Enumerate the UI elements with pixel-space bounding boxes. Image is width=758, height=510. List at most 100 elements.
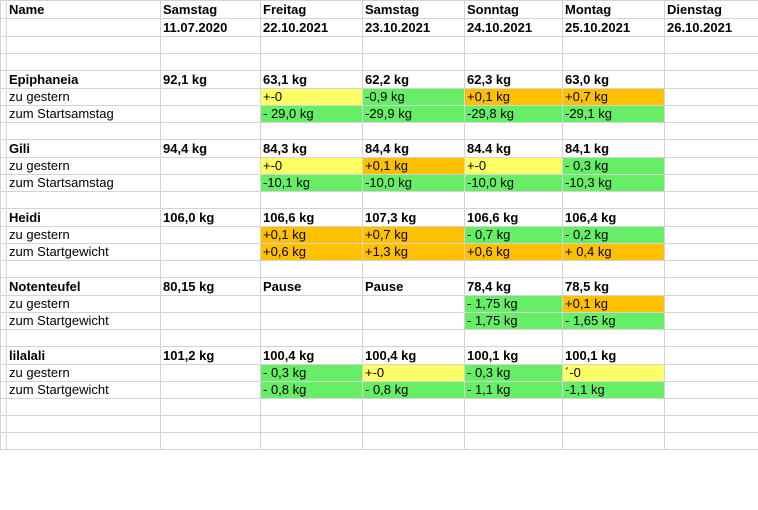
empty-cell[interactable] <box>664 191 758 209</box>
empty-cell[interactable] <box>664 53 758 71</box>
empty-cell[interactable] <box>664 398 758 416</box>
row-label-cell[interactable]: zu gestern <box>6 88 161 106</box>
empty-cell[interactable] <box>362 398 465 416</box>
empty-cell[interactable] <box>260 191 363 209</box>
total-cell[interactable]: - 1,75 kg <box>464 312 563 330</box>
empty-cell[interactable] <box>464 36 563 54</box>
total-cell[interactable]: +0,6 kg <box>260 243 363 261</box>
row-label-cell[interactable]: zu gestern <box>6 157 161 175</box>
empty-cell[interactable] <box>562 122 665 140</box>
total-cell[interactable] <box>664 105 758 123</box>
empty-cell[interactable] <box>562 260 665 278</box>
empty-cell[interactable] <box>362 432 465 450</box>
start-weight-cell[interactable]: 94,4 kg <box>160 139 261 158</box>
total-cell[interactable]: -10,0 kg <box>464 174 563 192</box>
empty-cell[interactable] <box>160 157 261 175</box>
empty-cell[interactable] <box>160 88 261 106</box>
row-label-cell[interactable]: zum Startsamstag <box>6 105 161 123</box>
diff-cell[interactable]: - 0,3 kg <box>260 364 363 382</box>
empty-cell[interactable] <box>160 381 261 399</box>
empty-cell[interactable] <box>464 191 563 209</box>
empty-cell[interactable] <box>260 122 363 140</box>
empty-cell[interactable] <box>664 432 758 450</box>
empty-cell[interactable] <box>362 260 465 278</box>
empty-cell[interactable] <box>464 415 563 433</box>
empty-cell[interactable] <box>260 36 363 54</box>
empty-cell[interactable] <box>160 364 261 382</box>
person-name-cell[interactable]: Notenteufel <box>6 277 161 296</box>
person-name-cell[interactable]: Epiphaneia <box>6 70 161 89</box>
diff-cell[interactable]: +0,1 kg <box>260 226 363 244</box>
empty-cell[interactable] <box>562 398 665 416</box>
total-cell[interactable] <box>664 243 758 261</box>
start-weight-cell[interactable]: 80,15 kg <box>160 277 261 296</box>
weight-cell[interactable]: 106,4 kg <box>562 208 665 227</box>
total-cell[interactable] <box>664 174 758 192</box>
empty-cell[interactable] <box>260 432 363 450</box>
total-cell[interactable]: + 0,4 kg <box>562 243 665 261</box>
empty-cell[interactable] <box>562 432 665 450</box>
total-cell[interactable] <box>664 381 758 399</box>
weight-cell[interactable]: 84.4 kg <box>464 139 563 158</box>
diff-cell[interactable]: - 0,2 kg <box>562 226 665 244</box>
empty-cell[interactable] <box>160 260 261 278</box>
empty-cell[interactable] <box>160 53 261 71</box>
empty-cell[interactable] <box>362 53 465 71</box>
weight-cell[interactable] <box>664 139 758 158</box>
total-cell[interactable]: - 0,8 kg <box>260 381 363 399</box>
row-label-cell[interactable]: zum Startgewicht <box>6 243 161 261</box>
person-name-cell[interactable]: Heidi <box>6 208 161 227</box>
weight-cell[interactable] <box>664 208 758 227</box>
row-label-cell[interactable]: zu gestern <box>6 226 161 244</box>
empty-cell[interactable] <box>260 53 363 71</box>
empty-cell[interactable] <box>362 36 465 54</box>
empty-cell[interactable] <box>464 432 563 450</box>
diff-cell[interactable]: - 0,3 kg <box>562 157 665 175</box>
empty-cell[interactable] <box>362 122 465 140</box>
diff-cell[interactable]: +0,7 kg <box>562 88 665 106</box>
header-date-cell[interactable]: 24.10.2021 <box>464 18 563 37</box>
weight-cell[interactable]: 100,1 kg <box>562 346 665 365</box>
start-weight-cell[interactable]: 101,2 kg <box>160 346 261 365</box>
empty-cell[interactable] <box>464 398 563 416</box>
weight-cell[interactable]: 63,0 kg <box>562 70 665 89</box>
total-cell[interactable]: - 1,1 kg <box>464 381 563 399</box>
empty-cell[interactable] <box>6 191 161 209</box>
row-label-cell[interactable]: zum Startgewicht <box>6 312 161 330</box>
header-day-cell[interactable]: Dienstag <box>664 0 758 19</box>
diff-cell[interactable]: +-0 <box>362 364 465 382</box>
diff-cell[interactable] <box>362 295 465 313</box>
total-cell[interactable]: -1,1 kg <box>562 381 665 399</box>
empty-cell[interactable] <box>362 329 465 347</box>
diff-cell[interactable]: +0,7 kg <box>362 226 465 244</box>
diff-cell[interactable]: -0,9 kg <box>362 88 465 106</box>
header-day-cell[interactable]: Montag <box>562 0 665 19</box>
empty-cell[interactable] <box>464 329 563 347</box>
empty-cell[interactable] <box>160 191 261 209</box>
total-cell[interactable]: -29,9 kg <box>362 105 465 123</box>
empty-cell[interactable] <box>160 174 261 192</box>
empty-cell[interactable] <box>664 329 758 347</box>
row-label-cell[interactable]: zu gestern <box>6 295 161 313</box>
diff-cell[interactable] <box>664 364 758 382</box>
empty-cell[interactable] <box>160 122 261 140</box>
empty-cell[interactable] <box>260 329 363 347</box>
header-day-cell[interactable]: Samstag <box>362 0 465 19</box>
total-cell[interactable]: - 29,0 kg <box>260 105 363 123</box>
total-cell[interactable]: - 0,8 kg <box>362 381 465 399</box>
empty-cell[interactable] <box>160 329 261 347</box>
diff-cell[interactable] <box>664 226 758 244</box>
diff-cell[interactable] <box>664 295 758 313</box>
total-cell[interactable]: -29,8 kg <box>464 105 563 123</box>
empty-cell[interactable] <box>6 432 161 450</box>
weight-cell[interactable]: 100,4 kg <box>362 346 465 365</box>
weight-cell[interactable] <box>664 277 758 296</box>
diff-cell[interactable]: +-0 <box>260 157 363 175</box>
header-date-cell[interactable]: 23.10.2021 <box>362 18 465 37</box>
weight-cell[interactable]: Pause <box>362 277 465 296</box>
diff-cell[interactable]: - 0,3 kg <box>464 364 563 382</box>
empty-cell[interactable] <box>464 122 563 140</box>
empty-cell[interactable] <box>362 191 465 209</box>
total-cell[interactable]: - 1,65 kg <box>562 312 665 330</box>
weight-cell[interactable]: 63,1 kg <box>260 70 363 89</box>
